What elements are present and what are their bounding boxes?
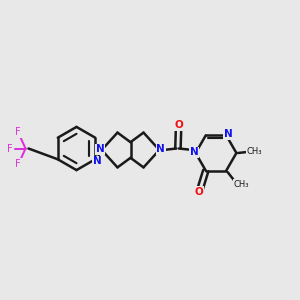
Text: N: N bbox=[157, 144, 165, 154]
Text: CH₃: CH₃ bbox=[247, 147, 262, 156]
Text: N: N bbox=[93, 156, 102, 167]
Text: O: O bbox=[194, 187, 203, 197]
Text: O: O bbox=[175, 120, 183, 130]
Text: N: N bbox=[96, 144, 104, 154]
Text: N: N bbox=[224, 129, 233, 139]
Text: N: N bbox=[190, 147, 199, 158]
Text: F: F bbox=[15, 127, 21, 137]
Text: CH₃: CH₃ bbox=[233, 180, 249, 189]
Text: F: F bbox=[7, 143, 13, 154]
Text: F: F bbox=[15, 159, 21, 169]
